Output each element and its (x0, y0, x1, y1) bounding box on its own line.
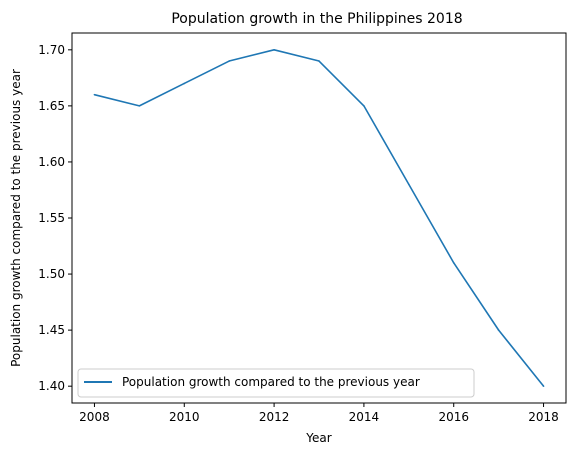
y-axis-ticks: 1.40 1.45 1.50 1.55 1.60 1.65 1.70 (38, 43, 72, 393)
data-point (497, 329, 500, 331)
x-tick-label: 2010 (169, 410, 200, 424)
data-point (542, 385, 545, 387)
x-tick-label: 2016 (438, 410, 469, 424)
y-tick-label: 1.65 (38, 99, 65, 113)
data-point (408, 183, 410, 186)
data-point (138, 105, 141, 107)
y-tick-label: 1.70 (38, 43, 65, 57)
data-point (363, 105, 365, 107)
y-tick-label: 1.45 (38, 323, 65, 337)
chart-title: Population growth in the Philippines 201… (171, 11, 462, 27)
series-layer (93, 49, 545, 387)
y-tick-label: 1.50 (38, 267, 65, 281)
data-point (93, 93, 96, 96)
y-tick-label: 1.60 (38, 155, 65, 169)
legend: Population growth compared to the previo… (77, 368, 475, 398)
legend-box (77, 368, 475, 398)
x-tick-label: 2014 (349, 410, 380, 424)
x-tick-label: 2018 (528, 410, 559, 424)
y-tick-label: 1.55 (38, 211, 65, 225)
y-axis-label: Population growth compared to the previo… (9, 69, 23, 367)
data-point (273, 49, 275, 51)
legend-label: Population growth compared to the previo… (122, 375, 420, 389)
data-point (228, 60, 230, 62)
x-axis-ticks: 2008 2010 2012 2014 2016 2018 (79, 403, 559, 424)
data-point (183, 82, 186, 85)
x-axis-label: Year (305, 431, 331, 445)
plot-frame (71, 32, 567, 404)
y-tick-label: 1.40 (38, 379, 65, 393)
data-point (318, 60, 320, 62)
x-tick-label: 2012 (259, 410, 290, 424)
x-tick-label: 2008 (79, 410, 110, 424)
plot-area: 1.40 1.45 1.50 1.55 1.60 1.65 1.70 2008 2010 201… (38, 32, 567, 424)
data-point (452, 262, 455, 264)
